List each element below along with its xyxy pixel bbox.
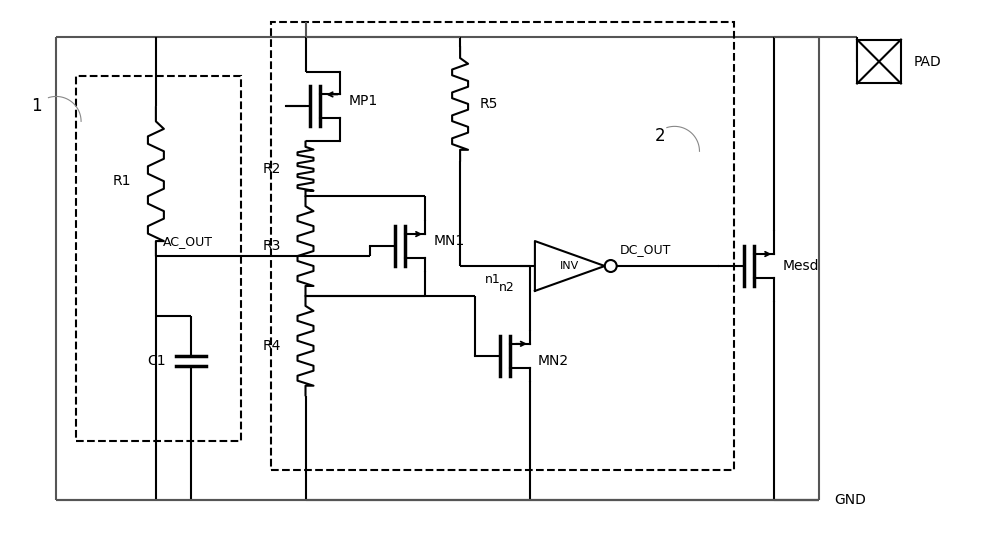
Text: n1: n1 (485, 273, 501, 286)
Text: INV: INV (560, 261, 579, 271)
Text: MN2: MN2 (538, 354, 569, 368)
Bar (271, 21, 734, 471)
Text: Mesd: Mesd (782, 259, 819, 273)
Text: 2: 2 (654, 128, 665, 145)
Text: GND: GND (834, 494, 866, 508)
Bar (857, 40, 901, 84)
Text: PAD: PAD (914, 55, 942, 69)
Text: AC_OUT: AC_OUT (163, 235, 213, 248)
Bar (76, 77, 241, 441)
Text: MP1: MP1 (348, 94, 378, 108)
Text: n2: n2 (499, 281, 515, 294)
Text: C1: C1 (147, 354, 166, 368)
Text: DC_OUT: DC_OUT (620, 243, 671, 256)
Text: 1: 1 (31, 98, 42, 115)
Text: R3: R3 (262, 239, 281, 253)
Text: R2: R2 (262, 162, 281, 176)
Text: R4: R4 (262, 339, 281, 353)
Text: R5: R5 (480, 97, 498, 111)
Text: MN1: MN1 (433, 234, 464, 248)
Text: R1: R1 (112, 174, 131, 188)
